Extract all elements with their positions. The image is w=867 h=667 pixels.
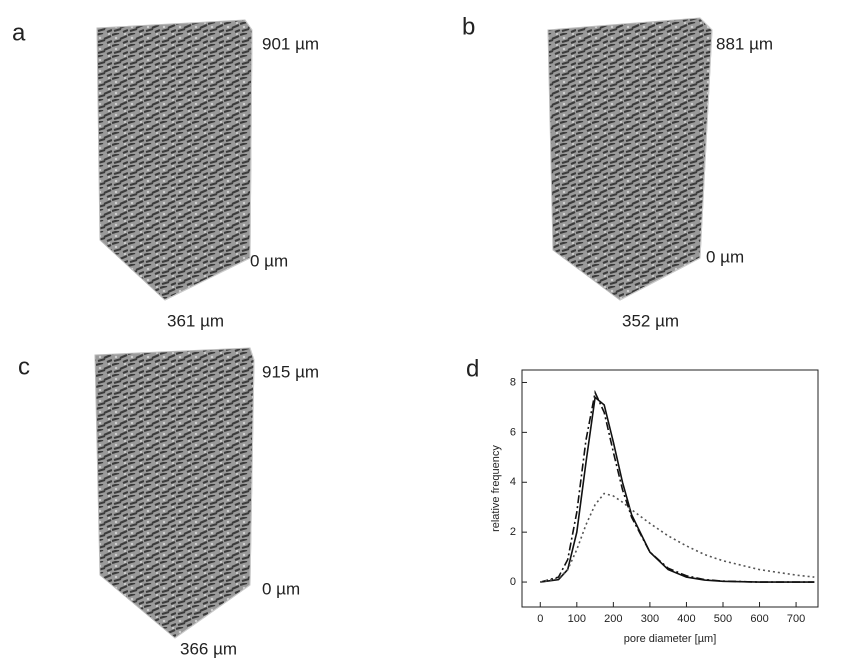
panel-label: c	[18, 353, 30, 380]
x-tick-label: 700	[787, 613, 805, 625]
volume-render	[547, 17, 713, 301]
x-tick-label: 0	[537, 613, 543, 625]
scale-top: 901 µm	[262, 34, 319, 53]
box-edge	[174, 347, 255, 639]
x-tick-label: 500	[714, 613, 732, 625]
panel-a: a 901 µm 0 µm 361 µm	[12, 19, 319, 330]
panel-label: d	[466, 355, 479, 382]
x-tick-label: 300	[641, 613, 659, 625]
panel-c: c 915 µm 0 µm 366 µm	[18, 347, 319, 658]
volume-render	[96, 19, 253, 301]
panel-d: d 0 100 200 300 400 500 600 700 0 2 4 6 8 pore diamet…	[466, 355, 819, 645]
y-tick-label: 2	[510, 526, 516, 538]
scale-top: 881 µm	[716, 34, 773, 53]
data-line	[540, 492, 815, 583]
data-line	[540, 389, 815, 583]
plot-frame	[521, 369, 819, 608]
panel-label: b	[462, 13, 475, 40]
panel-label: a	[12, 19, 26, 46]
scale-width: 352 µm	[622, 311, 679, 330]
panel-b: b 881 µm 0 µm 352 µm	[462, 13, 773, 330]
y-tick-label: 0	[510, 576, 516, 588]
x-tick-label: 400	[677, 613, 695, 625]
box-edge	[164, 19, 253, 301]
scale-bottom: 0 µm	[706, 247, 744, 266]
scale-bottom: 0 µm	[250, 251, 288, 270]
x-tick-label: 100	[568, 613, 586, 625]
y-tick-label: 8	[510, 376, 516, 388]
scale-width: 366 µm	[180, 639, 237, 658]
x-tick-label: 200	[604, 613, 622, 625]
scale-top: 915 µm	[262, 362, 319, 381]
data-line	[540, 395, 815, 583]
x-axis-label: pore diameter [µm]	[624, 633, 717, 645]
box-edge	[619, 17, 713, 301]
y-tick-label: 4	[510, 476, 516, 488]
scale-width: 361 µm	[167, 311, 224, 330]
y-axis-label: relative frequency	[490, 445, 502, 532]
scale-bottom: 0 µm	[262, 579, 300, 598]
y-tick-label: 6	[510, 426, 516, 438]
volume-render	[94, 347, 255, 639]
x-tick-label: 600	[750, 613, 768, 625]
